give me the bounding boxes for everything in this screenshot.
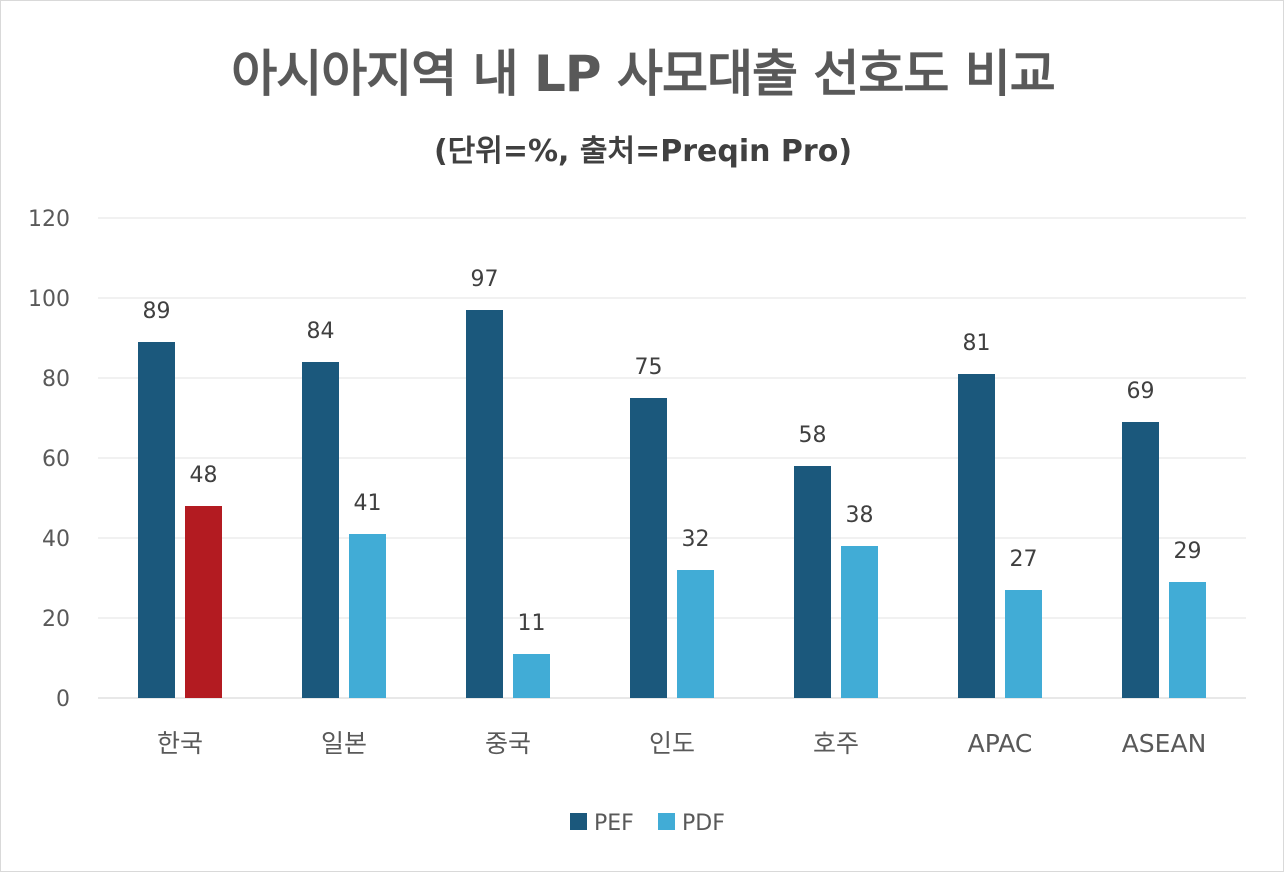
legend-swatch-pef	[570, 813, 587, 830]
data-label: 81	[963, 331, 991, 356]
legend-label: PDF	[682, 811, 725, 836]
x-category-label: 인도	[649, 729, 695, 758]
bar-pef	[1122, 422, 1159, 698]
bar-pdf	[677, 570, 714, 698]
data-label: 27	[1010, 547, 1038, 572]
y-tick-label: 120	[28, 207, 70, 232]
y-tick-label: 100	[28, 287, 70, 312]
bar-pdf	[349, 534, 386, 698]
x-category-label: 중국	[485, 729, 531, 758]
bar-pef	[138, 342, 175, 698]
data-labels: 89 48 84 41 97 11 75 32 58 38 81 27 69 29	[143, 267, 1202, 636]
y-tick-label: 40	[42, 527, 70, 552]
data-label: 97	[471, 267, 499, 292]
legend-label: PEF	[594, 811, 634, 836]
chart-title: 아시아지역 내 LP 사모대출 선호도 비교	[231, 45, 1056, 103]
y-tick-label: 0	[56, 687, 70, 712]
y-tick-label: 80	[42, 367, 70, 392]
x-axis: 한국 일본 중국 인도 호주 APAC ASEAN	[157, 729, 1206, 758]
chart-subtitle: (단위=%, 출처=Preqin Pro)	[433, 134, 853, 169]
y-tick-label: 20	[42, 607, 70, 632]
bar-pdf	[513, 654, 550, 698]
bar-pdf	[841, 546, 878, 698]
data-label: 69	[1127, 379, 1155, 404]
bar-pdf	[1169, 582, 1206, 698]
data-label: 58	[799, 423, 827, 448]
y-tick-label: 60	[42, 447, 70, 472]
data-label: 38	[846, 503, 874, 528]
bar-pdf	[1005, 590, 1042, 698]
legend: PEF PDF	[570, 811, 725, 836]
data-label: 41	[354, 491, 382, 516]
y-axis: 0 20 40 60 80 100 120	[28, 207, 70, 712]
x-category-label: 호주	[813, 729, 859, 758]
bar-pef	[302, 362, 339, 698]
bar-pef	[794, 466, 831, 698]
x-category-label: ASEAN	[1122, 729, 1207, 758]
data-label: 75	[635, 355, 663, 380]
data-label: 48	[190, 463, 218, 488]
gridlines	[98, 217, 1246, 699]
data-label: 29	[1174, 539, 1202, 564]
legend-swatch-pdf	[658, 813, 675, 830]
bars	[138, 310, 1206, 698]
x-category-label: 한국	[157, 729, 203, 758]
bar-pdf	[185, 506, 222, 698]
x-category-label: APAC	[968, 729, 1033, 758]
data-label: 84	[307, 319, 335, 344]
data-label: 89	[143, 299, 171, 324]
data-label: 11	[518, 611, 546, 636]
bar-pef	[630, 398, 667, 698]
data-label: 32	[682, 527, 710, 552]
x-category-label: 일본	[321, 729, 367, 758]
bar-pef	[466, 310, 503, 698]
bar-pef	[958, 374, 995, 698]
